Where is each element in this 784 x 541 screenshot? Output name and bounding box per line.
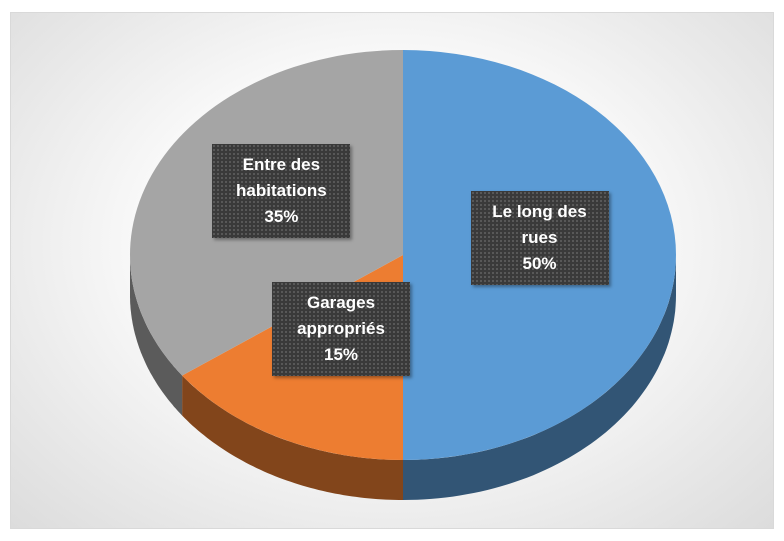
- data-label: Entre des habitations 35%: [212, 144, 351, 239]
- value-label: 15%: [324, 345, 359, 365]
- category-label: Entre des habitations: [236, 155, 327, 201]
- value-label: 50%: [522, 254, 557, 273]
- category-label: Garages appropriés: [297, 293, 385, 339]
- slice-side: [182, 375, 403, 500]
- category-label: Le long des rues: [492, 202, 587, 247]
- data-label: Le long des rues 50%: [470, 191, 609, 285]
- slice-side: [403, 255, 676, 500]
- value-label: 35%: [264, 207, 299, 227]
- slice-side: [130, 255, 183, 416]
- data-label: Garages appropriés 15%: [272, 282, 411, 377]
